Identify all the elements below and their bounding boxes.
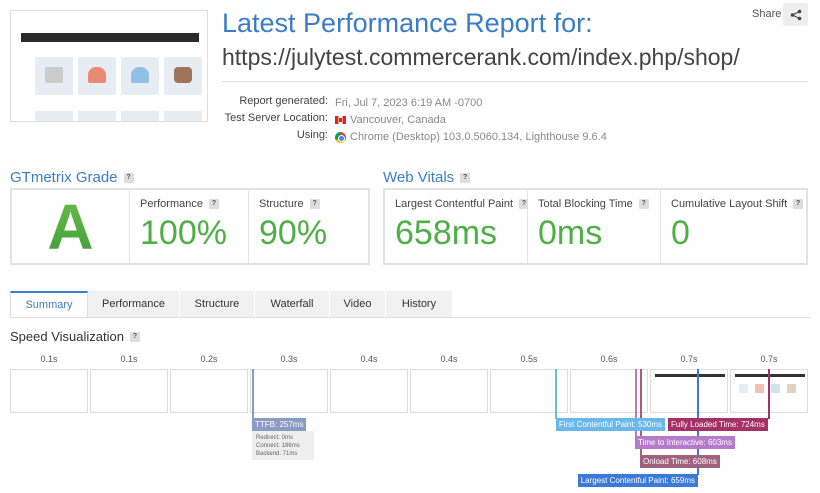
page-screenshot-thumbnail <box>10 10 208 122</box>
ttfb-marker: TTFB: 257ms <box>252 418 307 431</box>
fully-loaded-marker: Fully Loaded Time: 724ms <box>668 418 768 431</box>
metric-label: Structure <box>259 198 304 210</box>
help-icon[interactable]: ? <box>638 199 649 209</box>
cls-metric: Cumulative Layout Shift? 0 <box>661 190 806 263</box>
ttfb-line <box>252 369 254 419</box>
info-report-generated: Report generated: Fri, Jul 7, 2023 6:19 … <box>222 95 742 111</box>
filmstrip-frame[interactable] <box>330 369 408 413</box>
divider <box>10 317 810 318</box>
structure-score: Structure? 90% <box>249 190 368 263</box>
info-label: Report generated: <box>239 95 328 107</box>
metric-value: 0 <box>671 214 690 252</box>
timeline-label: 0.2s <box>200 354 218 364</box>
chrome-icon <box>335 131 346 143</box>
grade-panel: A Performance? 100% Structure? 90% <box>10 188 370 265</box>
metric-value: 90% <box>259 214 328 252</box>
metric-value: 658ms <box>395 214 498 252</box>
lcp-metric: Largest Contentful Paint? 658ms <box>385 190 530 263</box>
timeline-label: 0.7s <box>680 354 698 364</box>
canada-flag-icon <box>335 116 346 124</box>
filmstrip-frame[interactable] <box>90 369 168 413</box>
metric-value: 0ms <box>538 214 603 252</box>
fcp-marker: First Contentful Paint: 530ms <box>555 418 665 431</box>
help-icon[interactable]: ? <box>309 199 320 209</box>
tab-performance[interactable]: Performance <box>88 291 180 317</box>
tbt-metric: Total Blocking Time? 0ms <box>528 190 661 263</box>
report-tabs: Summary Performance Structure Waterfall … <box>10 291 453 317</box>
metric-label: Total Blocking Time <box>538 198 633 210</box>
filmstrip-frame[interactable] <box>10 369 88 413</box>
timeline-label: 0.3s <box>280 354 298 364</box>
tab-structure[interactable]: Structure <box>180 291 255 317</box>
tab-video[interactable]: Video <box>330 291 386 317</box>
help-icon[interactable]: ? <box>208 199 219 209</box>
info-label: Using: <box>296 129 328 141</box>
fully-loaded-line <box>768 369 770 419</box>
timeline-label: 0.1s <box>120 354 138 364</box>
web-vitals-heading: Web Vitals? <box>383 169 471 186</box>
info-value: Fri, Jul 7, 2023 6:19 AM -0700 <box>335 97 483 109</box>
filmstrip-frame[interactable] <box>250 369 328 413</box>
timeline-label: 0.4s <box>440 354 458 364</box>
share-button[interactable] <box>783 3 808 26</box>
info-server-location: Test Server Location: Vancouver, Canada <box>222 112 742 128</box>
tti-line <box>635 369 637 437</box>
gtmetrix-grade-heading: GTmetrix Grade? <box>10 169 134 186</box>
metric-label: Performance <box>140 198 203 210</box>
tab-history[interactable]: History <box>386 291 453 317</box>
help-icon[interactable]: ? <box>793 199 804 209</box>
connect-time: Connect: 186ms <box>256 443 300 449</box>
metric-label: Cumulative Layout Shift <box>671 198 788 210</box>
lcp-marker: Largest Contentful Paint: 659ms <box>577 474 698 487</box>
share-icon <box>790 9 801 20</box>
fcp-line <box>555 369 557 419</box>
timeline-label: 0.1s <box>40 354 58 364</box>
tab-waterfall[interactable]: Waterfall <box>255 291 330 317</box>
onload-line <box>640 369 642 456</box>
report-url[interactable]: https://julytest.commercerank.com/index.… <box>222 44 740 70</box>
filmstrip-frame[interactable] <box>170 369 248 413</box>
filmstrip-frame[interactable] <box>650 369 728 413</box>
share-label[interactable]: Share <box>752 8 782 20</box>
grade-letter: A <box>12 190 130 263</box>
tab-summary[interactable]: Summary <box>10 291 88 317</box>
help-icon[interactable]: ? <box>129 331 140 342</box>
performance-score: Performance? 100% <box>130 190 249 263</box>
web-vitals-panel: Largest Contentful Paint? 658ms Total Bl… <box>383 188 808 265</box>
metric-value: 100% <box>140 214 227 252</box>
help-icon[interactable]: ? <box>460 172 471 183</box>
report-title: Latest Performance Report for: <box>222 8 593 38</box>
speed-visualization-heading: Speed Visualization? <box>10 329 140 344</box>
timeline-label: 0.6s <box>600 354 618 364</box>
timeline-label: 0.7s <box>760 354 778 364</box>
info-label: Test Server Location: <box>224 112 328 124</box>
info-value: Vancouver, Canada <box>350 114 446 126</box>
backend-time: Backend: 71ms <box>256 451 298 457</box>
help-icon[interactable]: ? <box>519 199 530 209</box>
onload-marker: Onload Time: 608ms <box>640 455 720 468</box>
divider <box>222 81 808 82</box>
redirect-time: Redirect: 0ms <box>256 435 294 441</box>
section-title: GTmetrix Grade <box>10 169 118 186</box>
metric-label: Largest Contentful Paint <box>395 198 514 210</box>
filmstrip-frame[interactable] <box>410 369 488 413</box>
info-value: Chrome (Desktop) 103.0.5060.134, Lightho… <box>350 131 607 143</box>
help-icon[interactable]: ? <box>123 172 134 183</box>
timeline-label: 0.5s <box>520 354 538 364</box>
section-title: Web Vitals <box>383 169 455 186</box>
tti-marker: Time to Interactive: 603ms <box>635 436 735 449</box>
ttfb-details: Redirect: 0ms Connect: 186ms Backend: 71… <box>252 431 314 460</box>
info-using: Using: Chrome (Desktop) 103.0.5060.134, … <box>222 129 742 145</box>
section-title: Speed Visualization <box>10 329 124 344</box>
timeline-label: 0.4s <box>360 354 378 364</box>
